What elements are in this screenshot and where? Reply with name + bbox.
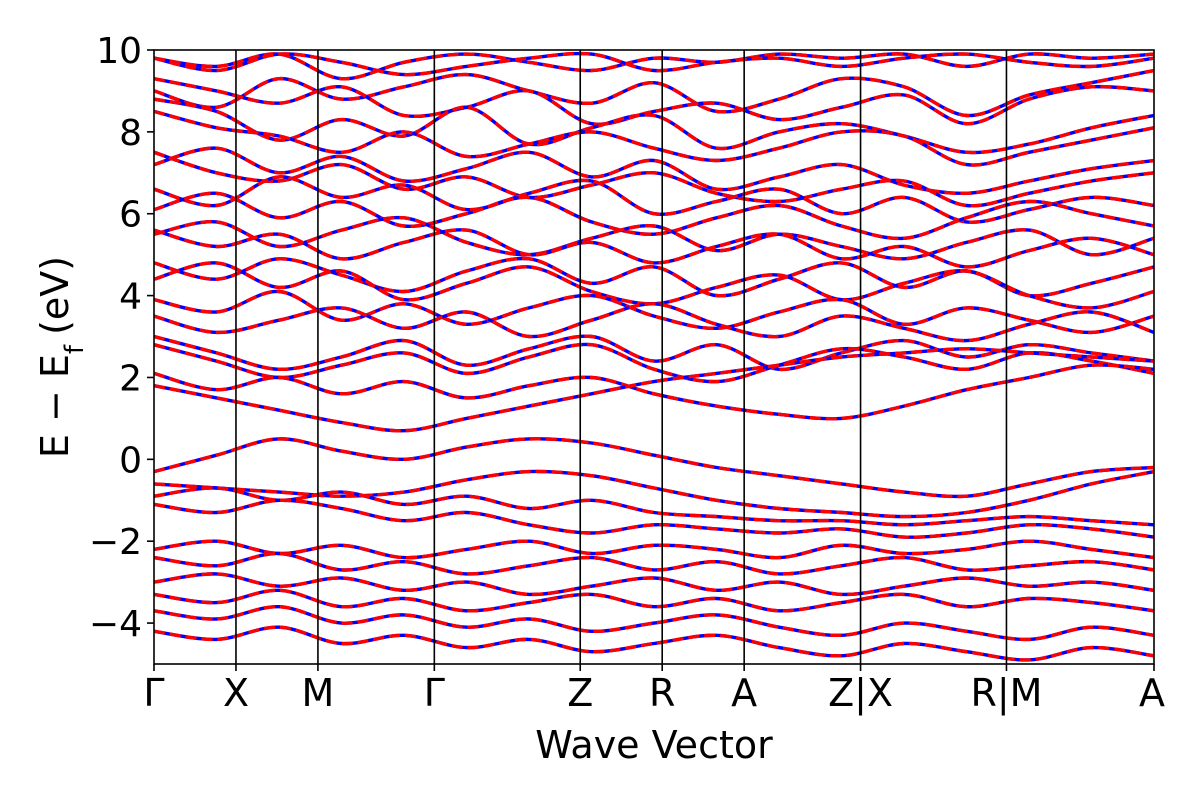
y-tick-label: 2: [119, 358, 142, 399]
k-point-label: Z|X: [828, 671, 893, 716]
band-line-spin-up: [154, 551, 1154, 576]
band-line-spin-up: [154, 51, 1154, 77]
plot-frame: [153, 49, 1155, 665]
y-tick-label: 6: [119, 195, 142, 236]
y-axis-label-unit: (eV): [33, 256, 77, 335]
k-point-label: R|M: [970, 671, 1042, 716]
band-line-spin-down: [154, 302, 1154, 343]
y-tick-label: 10: [96, 31, 142, 72]
band-line-spin-down: [154, 551, 1154, 576]
band-line-spin-up: [154, 486, 1154, 527]
y-axis-label-subscript: f: [60, 344, 90, 354]
y-axis-label-main: E − E: [33, 354, 77, 458]
kpoint-divider-lines: [235, 50, 1008, 664]
band-line-spin-up: [154, 342, 1154, 384]
band-line-spin-up: [154, 256, 1154, 298]
band-line-spin-up: [154, 334, 1154, 372]
band-lines: [154, 51, 1154, 662]
band-line-spin-down: [154, 334, 1154, 372]
band-line-spin-up: [154, 289, 1154, 335]
y-tick-label: −4: [89, 604, 142, 645]
band-line-spin-up: [154, 588, 1154, 613]
y-tick-label: −2: [89, 522, 142, 563]
band-line-spin-up: [154, 302, 1154, 343]
k-point-label: A: [731, 671, 757, 715]
band-line-spin-up: [154, 498, 1154, 539]
band-line-spin-down: [154, 215, 1154, 261]
x-axis-label: Wave Vector: [535, 723, 773, 767]
k-point-label: Z: [567, 671, 593, 715]
band-line-spin-up: [154, 175, 1154, 224]
y-tick-label: 0: [119, 440, 142, 481]
x-ticks: Γ X M Γ Z R A Z|X R|M A: [143, 664, 1165, 716]
k-point-label: M: [302, 671, 335, 715]
band-line-spin-down: [154, 146, 1154, 196]
y-axis-label: E − Ef (eV): [33, 256, 90, 458]
band-line-spin-up: [154, 228, 1154, 269]
band-line-spin-up: [154, 347, 1154, 433]
k-point-label: Γ: [424, 671, 445, 715]
band-line-spin-up: [154, 215, 1154, 261]
band-line-spin-down: [154, 109, 1154, 167]
band-line-spin-up: [154, 191, 1154, 241]
band-line-spin-up: [154, 97, 1154, 155]
band-line-spin-up: [154, 109, 1154, 167]
band-line-spin-up: [154, 572, 1154, 597]
k-point-label: R: [649, 671, 675, 715]
band-line-spin-up: [154, 363, 1154, 421]
y-tick-label: 8: [119, 113, 142, 154]
band-line-spin-up: [154, 68, 1154, 118]
k-point-label: Γ: [143, 671, 164, 715]
band-line-spin-up: [154, 539, 1154, 560]
y-ticks: 10 8 6 4 2 0 −2 −4: [89, 31, 154, 645]
band-line-spin-up: [154, 150, 1154, 208]
band-line-spin-up: [154, 604, 1154, 642]
y-tick-label: 4: [119, 277, 142, 318]
band-line-spin-up: [154, 469, 1154, 519]
band-line-spin-up: [154, 437, 1154, 499]
band-line-spin-up: [154, 77, 1154, 126]
k-point-label: X: [223, 671, 249, 715]
k-point-label: A: [1139, 671, 1165, 715]
band-line-spin-up: [154, 625, 1154, 662]
